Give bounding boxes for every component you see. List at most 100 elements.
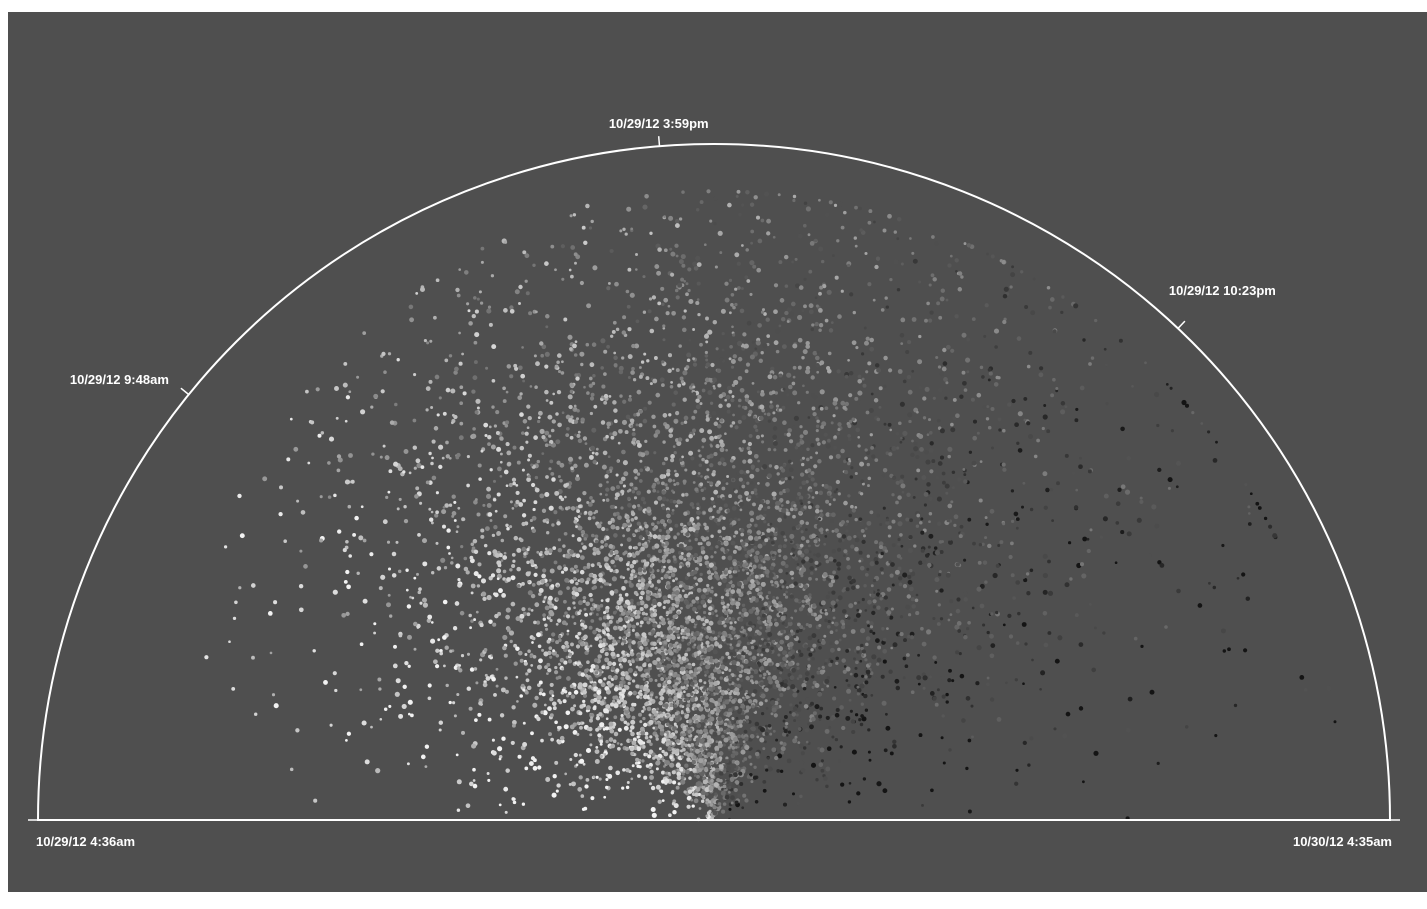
scatter-point [588,542,593,548]
scatter-point [825,212,830,218]
scatter-point [911,604,916,609]
scatter-point [369,552,374,557]
scatter-point [762,788,767,793]
scatter-point [740,585,745,589]
scatter-point [382,519,388,525]
scatter-point [811,716,816,722]
scatter-point [779,769,784,774]
scatter-point [792,792,795,796]
scatter-point [471,743,477,749]
scatter-point [511,507,515,510]
scatter-point [728,691,732,696]
scatter-point [884,296,888,300]
scatter-point [864,572,869,577]
scatter-point [397,569,402,574]
scatter-point [521,607,526,612]
scatter-point [774,464,779,470]
scatter-point [625,527,631,532]
scatter-point [720,600,725,606]
scatter-point [524,253,530,259]
scatter-point [529,559,534,564]
scatter-point [548,467,552,471]
scatter-point [747,627,753,632]
scatter-point [740,678,744,683]
scatter-point [849,709,853,713]
scatter-point [768,594,773,600]
scatter-point [771,491,777,497]
scatter-point [939,296,945,302]
scatter-point [850,504,854,509]
scatter-point [610,486,616,492]
scatter-point [797,716,801,721]
scatter-point [833,445,838,450]
scatter-point [598,617,603,621]
scatter-point [561,620,567,626]
scatter-point [504,676,508,680]
scatter-point [867,728,871,732]
scatter-point [921,641,927,647]
scatter-point [660,646,665,651]
scatter-point [332,589,338,595]
scatter-point [396,358,400,362]
scatter-point [613,408,618,413]
scatter-point [1016,336,1022,341]
scatter-point [775,596,779,600]
scatter-point [541,344,547,350]
scatter-point [618,686,622,691]
scatter-point [345,611,350,617]
scatter-point [687,737,692,742]
scatter-point [627,638,633,644]
scatter-point [361,720,367,726]
scatter-point [854,471,858,476]
scatter-point [911,251,915,255]
scatter-point [619,575,624,579]
scatter-point [797,401,801,405]
scatter-point [907,613,912,617]
scatter-point [527,607,531,611]
scatter-point [684,763,689,768]
scatter-point [985,522,989,526]
scatter-point [727,790,731,794]
scatter-point [705,640,710,645]
scatter-point [502,399,507,404]
scatter-point [337,457,343,463]
scatter-point [801,599,805,604]
scatter-point [843,459,847,464]
scatter-point [750,780,754,784]
scatter-point [527,668,532,673]
scatter-point [271,693,276,697]
scatter-point [616,639,621,644]
scatter-point [693,265,699,271]
scatter-point [828,455,834,460]
scatter-point [724,398,728,402]
scatter-point [706,747,710,750]
scatter-point [833,203,838,207]
scatter-point [975,681,980,686]
scatter-point [836,431,840,436]
scatter-point [395,540,399,544]
scatter-point [722,461,727,467]
scatter-point [773,448,777,452]
scatter-point [435,648,440,653]
scatter-point [345,540,349,544]
scatter-point [808,550,812,554]
scatter-point [757,631,762,636]
scatter-point [652,641,657,647]
scatter-point [670,381,673,384]
scatter-point [681,656,687,661]
scatter-point [859,565,865,571]
scatter-point [533,572,538,577]
scatter-point [694,537,698,542]
scatter-point [699,748,703,751]
scatter-point [489,468,493,472]
scatter-point [831,549,836,554]
scatter-point [727,569,732,575]
scatter-point [618,596,624,602]
scatter-point [508,482,513,488]
scatter-point [818,323,824,328]
scatter-point [458,268,462,271]
scatter-point [663,713,666,717]
scatter-point [579,758,585,764]
scatter-point [986,676,990,680]
scatter-point [642,716,646,721]
